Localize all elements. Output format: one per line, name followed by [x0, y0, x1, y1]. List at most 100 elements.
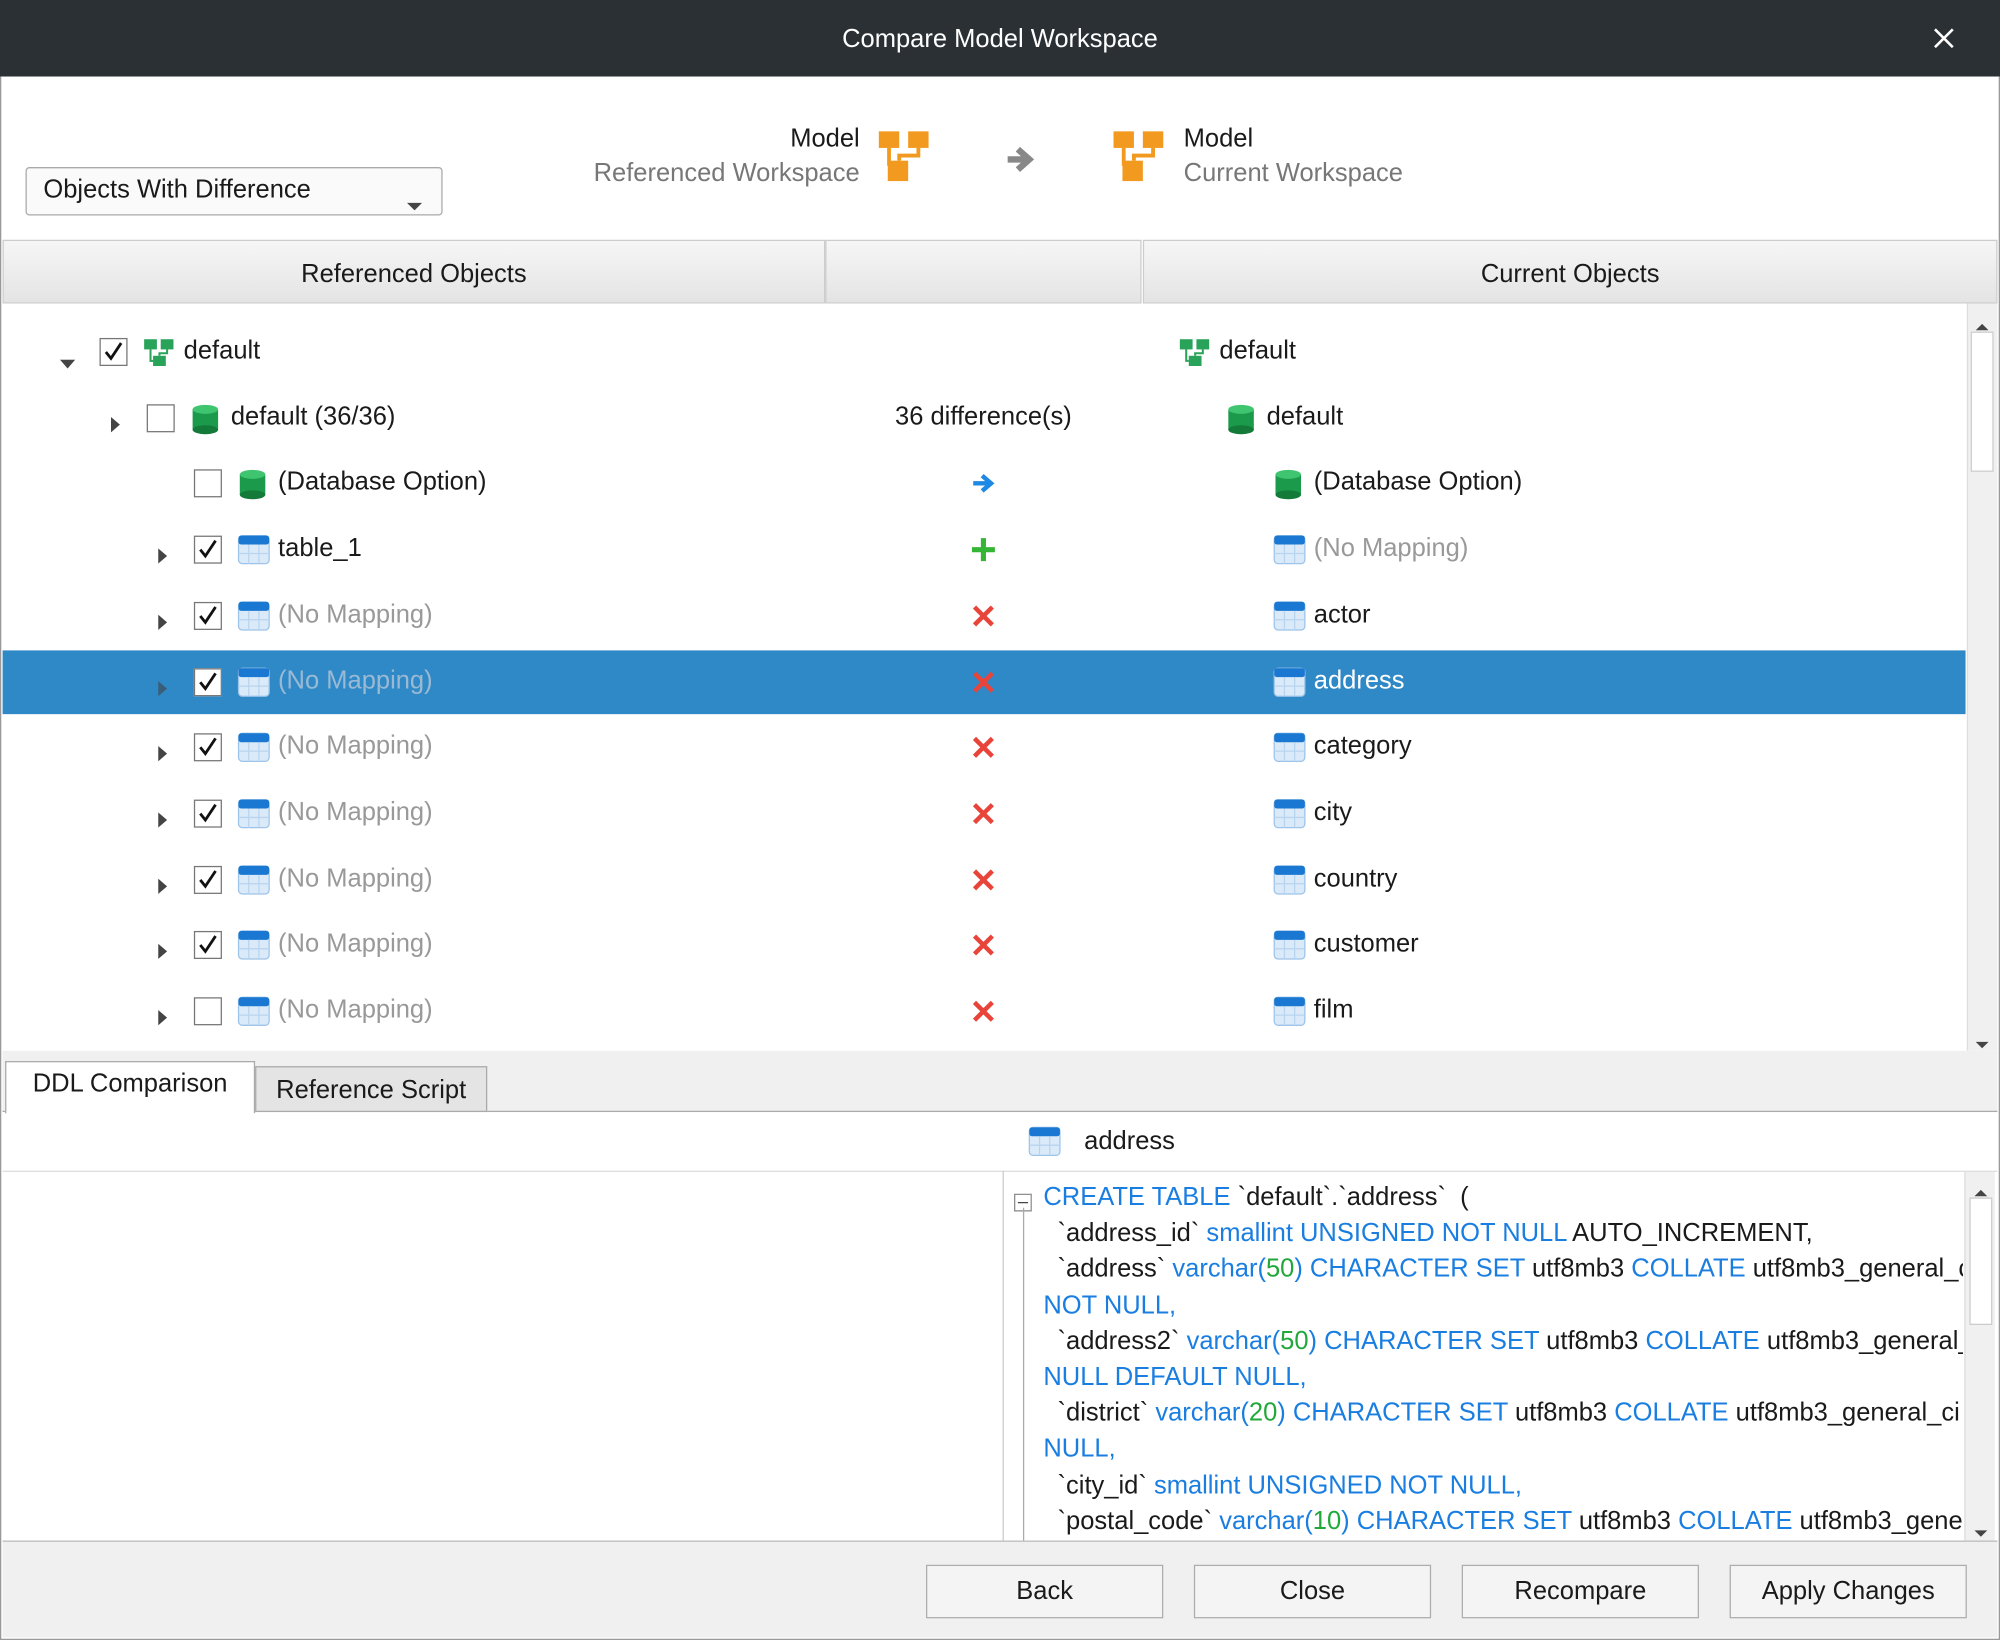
- right-label: country: [1313, 864, 1398, 893]
- table-icon: [1273, 930, 1306, 963]
- code-token: `address_id`: [1043, 1219, 1207, 1248]
- table-icon: [1273, 996, 1306, 1029]
- status-cross: [971, 933, 997, 959]
- target-name: Current Workspace: [1183, 159, 1403, 188]
- table-icon: [237, 798, 270, 831]
- checkbox[interactable]: [193, 601, 222, 630]
- checkbox[interactable]: [193, 997, 222, 1026]
- status-cross: [971, 801, 997, 827]
- table-icon: [1273, 666, 1306, 699]
- tree-row[interactable]: default default: [3, 320, 1966, 384]
- checkbox[interactable]: [99, 337, 128, 367]
- scroll-thumb[interactable]: [1969, 1197, 1993, 1326]
- scroll-down: [1973, 1030, 1991, 1049]
- tree-row[interactable]: (Database Option) (Database Option): [3, 452, 1966, 516]
- code-token: NOT NULL,: [1043, 1291, 1177, 1320]
- schema-icon: [143, 337, 176, 370]
- button[interactable]: Apply Changes: [1729, 1564, 1967, 1619]
- button[interactable]: Close: [1193, 1564, 1432, 1619]
- code-token: utf8mb3: [1507, 1399, 1615, 1428]
- db-icon: [1226, 403, 1259, 436]
- code-line: NULL DEFAULT NULL,: [1043, 1363, 1306, 1392]
- code-pane: CREATE TABLE `default`.`address` ( `addr…: [1004, 1172, 1963, 1541]
- status-cross: [971, 603, 997, 629]
- expander: [158, 674, 168, 696]
- left-label: (No Mapping): [278, 995, 433, 1025]
- code-token: COLLATE: [1631, 1255, 1746, 1284]
- expander: [158, 872, 168, 894]
- code-token: varchar(: [1172, 1255, 1266, 1284]
- button[interactable]: Back: [926, 1564, 1164, 1619]
- status-arrow: [971, 471, 997, 497]
- code-token: utf8mb3: [1539, 1327, 1646, 1356]
- divider: [2, 1170, 1998, 1172]
- scroll-thumb[interactable]: [1970, 331, 1994, 472]
- tree-row[interactable]: (No Mapping) actor: [3, 584, 1966, 648]
- model-icon: [878, 130, 932, 184]
- code-token: `address`: [1043, 1255, 1173, 1284]
- right-label: address: [1313, 666, 1405, 695]
- tab[interactable]: Reference Script: [255, 1066, 488, 1113]
- code-token: ) CHARACTER SET: [1277, 1399, 1508, 1428]
- code-line: NOT NULL,: [1043, 1291, 1176, 1320]
- checkbox[interactable]: [193, 667, 222, 696]
- target-kind: Model: [1183, 124, 1254, 154]
- checkbox[interactable]: [193, 865, 222, 894]
- column-header: Referenced Objects: [2, 239, 826, 304]
- code-token: CREATE TABLE: [1043, 1183, 1231, 1212]
- right-label: (No Mapping): [1313, 534, 1469, 563]
- code-token: 20: [1248, 1399, 1278, 1428]
- expander: [158, 608, 168, 630]
- table-icon: [1273, 864, 1306, 897]
- checkbox[interactable]: [193, 931, 222, 960]
- column-header: Current Objects: [1142, 239, 1998, 304]
- code-token: ) CHARACTER SET: [1294, 1255, 1525, 1284]
- checkbox[interactable]: [193, 799, 222, 828]
- title-bar: [0, 0, 2000, 77]
- source-kind: Model: [790, 124, 860, 154]
- code-token: ) CHARACTER SET: [1341, 1507, 1572, 1536]
- right-label: category: [1313, 732, 1412, 761]
- tree-row[interactable]: (No Mapping) customer: [3, 913, 1966, 977]
- code-token: COLLATE: [1645, 1327, 1760, 1356]
- button[interactable]: Recompare: [1461, 1564, 1699, 1619]
- tree-row[interactable]: (No Mapping) category: [3, 716, 1966, 780]
- left-label: (No Mapping): [278, 798, 433, 827]
- table-icon: [237, 864, 270, 897]
- checkbox[interactable]: [146, 403, 175, 432]
- db-icon: [237, 469, 270, 502]
- code-line: `district` varchar(20) CHARACTER SET utf…: [1043, 1399, 1963, 1428]
- tab[interactable]: DDL Comparison: [5, 1061, 256, 1114]
- code-line: `address_id` smallint UNSIGNED NOT NULL …: [1043, 1219, 1813, 1248]
- code-token: COLLATE: [1614, 1399, 1729, 1428]
- tree-row[interactable]: (No Mapping) country: [3, 848, 1966, 912]
- fold-line: [1022, 1207, 1025, 1541]
- tree-row[interactable]: (No Mapping) city: [3, 782, 1966, 846]
- checkbox[interactable]: [193, 535, 222, 564]
- code-line: CREATE TABLE `default`.`address` (: [1043, 1183, 1468, 1212]
- code-token: utf8mb3_general_ci: [1799, 1507, 1963, 1536]
- filter-dropdown[interactable]: Objects With Difference: [25, 167, 443, 216]
- table-icon: [237, 930, 270, 963]
- right-label: default: [1266, 402, 1344, 431]
- db-icon: [1273, 469, 1306, 502]
- tree: default default default (36/36) 36 differen…: [2, 303, 1998, 1051]
- table-icon: [237, 732, 270, 765]
- right-label: default: [1219, 336, 1296, 365]
- status-plus: [971, 537, 997, 563]
- checkbox[interactable]: [193, 733, 222, 762]
- tree-row[interactable]: table_1 (No Mapping): [3, 518, 1966, 582]
- tree-row[interactable]: default (36/36) 36 difference(s) default: [3, 386, 1966, 450]
- checkbox[interactable]: [193, 469, 222, 498]
- code-token: NULL DEFAULT NULL,: [1043, 1363, 1307, 1392]
- code-token: `address2`: [1043, 1327, 1187, 1356]
- tree-row[interactable]: (No Mapping) address: [2, 649, 1966, 714]
- code-line: `address` varchar(50) CHARACTER SET utf8…: [1043, 1255, 1963, 1284]
- code-token: `postal_code`: [1043, 1507, 1220, 1536]
- close-icon[interactable]: [1931, 26, 1957, 52]
- divider: [1002, 1170, 1004, 1541]
- tree-row[interactable]: (No Mapping) film: [3, 979, 1966, 1043]
- code-token: varchar(: [1219, 1507, 1313, 1536]
- right-label: city: [1313, 798, 1353, 827]
- code-token: utf8mb3_general_ci: [1766, 1327, 1963, 1356]
